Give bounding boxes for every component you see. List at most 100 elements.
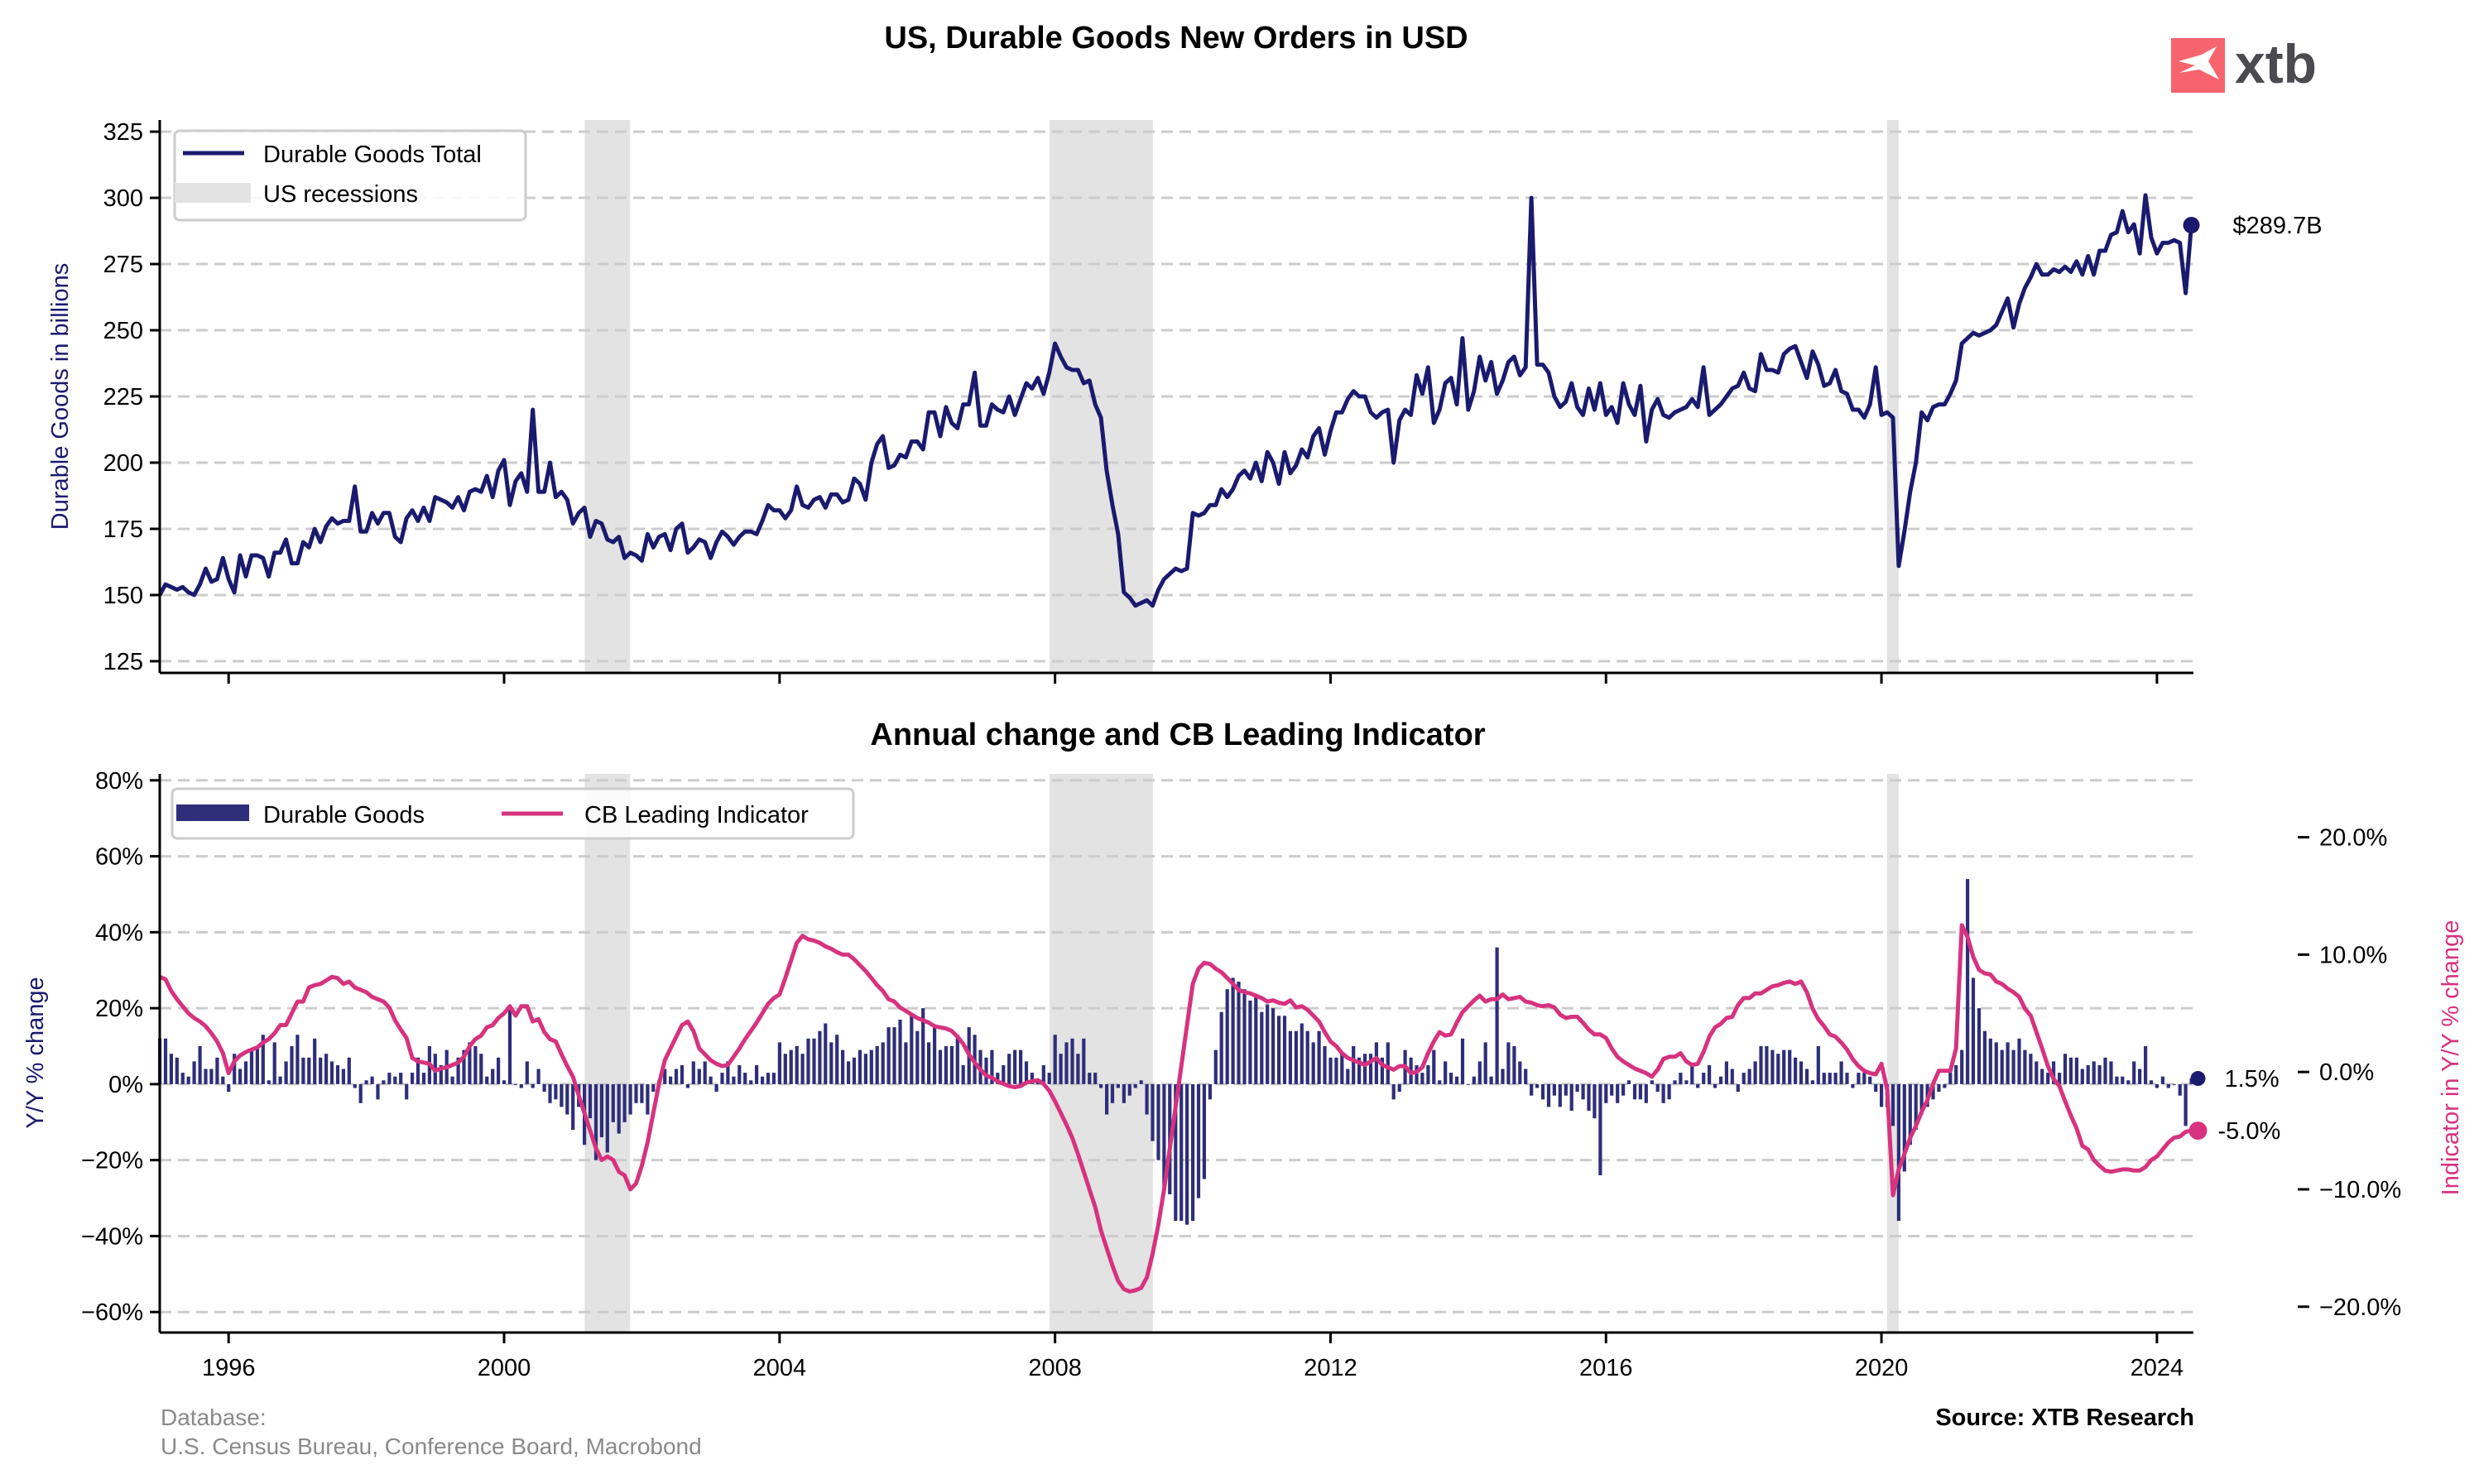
yoy-bar xyxy=(353,1083,357,1088)
yoy-bar xyxy=(1816,1046,1820,1084)
yoy-bar xyxy=(1782,1049,1786,1084)
yoy-bar xyxy=(1765,1046,1769,1084)
yoy-bar xyxy=(697,1069,701,1084)
yoy-bar xyxy=(1598,1083,1602,1175)
x-tick-label: 2020 xyxy=(1855,1355,1909,1381)
yoy-bar xyxy=(990,1049,994,1084)
yoy-bar xyxy=(1673,1080,1677,1084)
yoy-bar xyxy=(2155,1083,2159,1088)
yoy-bar xyxy=(1857,1073,1861,1084)
yoy-bar xyxy=(2126,1080,2131,1084)
yoy-bar xyxy=(2086,1065,2090,1084)
yoy-bar xyxy=(1512,1046,1516,1084)
yoy-bar xyxy=(1569,1083,1573,1111)
yoy-bar xyxy=(2092,1061,2096,1084)
yoy-bar xyxy=(2017,1038,2021,1084)
yoy-bar xyxy=(824,1023,828,1084)
yoy-bar xyxy=(1219,1011,1223,1084)
yoy-bar xyxy=(1449,1073,1453,1084)
yoy-bar xyxy=(421,1073,426,1084)
yoy-bar xyxy=(1994,1042,1998,1084)
lower-chart-title: Annual change and CB Leading Indicator xyxy=(870,718,1485,752)
yoy-bar xyxy=(709,1076,713,1084)
yoy-bar xyxy=(249,1049,254,1084)
right-y-tick-label: 10.0% xyxy=(2319,942,2387,968)
yoy-bar xyxy=(910,1016,914,1084)
yoy-bar xyxy=(1334,1057,1338,1084)
yoy-bar xyxy=(519,1083,523,1088)
yoy-bar xyxy=(1099,1083,1103,1088)
yoy-bar xyxy=(1564,1083,1568,1096)
yoy-bar xyxy=(2138,1069,2142,1084)
yoy-bar xyxy=(904,1042,908,1084)
yoy-bar xyxy=(1535,1083,1540,1088)
yoy-bar xyxy=(703,1061,707,1084)
yoy-bar xyxy=(1839,1061,1843,1084)
yoy-bar xyxy=(507,1008,512,1084)
yoy-bar xyxy=(1708,1065,1712,1084)
yoy-bar xyxy=(1047,1073,1051,1084)
yoy-bar xyxy=(669,1076,673,1084)
database-label: Database: xyxy=(161,1405,267,1430)
yoy-bar xyxy=(1661,1083,1665,1103)
yoy-bar xyxy=(180,1073,185,1084)
yoy-bar xyxy=(1174,1083,1178,1222)
yoy-bar xyxy=(2052,1061,2056,1084)
yoy-bar xyxy=(783,1054,787,1084)
yoy-bar xyxy=(2000,1049,2004,1084)
yoy-bar xyxy=(2184,1083,2188,1126)
yoy-bar xyxy=(651,1083,656,1093)
yoy-bar xyxy=(1438,1080,1442,1084)
yoy-bar xyxy=(2029,1054,2033,1084)
yoy-bar xyxy=(1191,1083,1195,1222)
yoy-bar xyxy=(1391,1083,1396,1100)
yoy-bar xyxy=(1524,1069,1528,1084)
yoy-bar xyxy=(1742,1073,1746,1084)
yoy-bar xyxy=(192,1061,196,1084)
yoy-bar xyxy=(1506,1042,1511,1084)
yoy-bar xyxy=(1862,1073,1866,1084)
yoy-bar xyxy=(1495,947,1499,1084)
legend-label-durable-goods-total: Durable Goods Total xyxy=(263,142,482,168)
yoy-bar xyxy=(622,1083,627,1122)
yoy-bar xyxy=(1914,1083,1918,1130)
yoy-bar xyxy=(278,1076,282,1084)
yoy-bar xyxy=(186,1076,190,1084)
yoy-bar xyxy=(743,1073,747,1084)
y-tick-label: 125 xyxy=(103,649,143,675)
source-label: Source: XTB Research xyxy=(1935,1405,2194,1431)
yoy-bar xyxy=(1357,1057,1362,1084)
x-tick-label: 2008 xyxy=(1028,1355,1082,1381)
yoy-bar xyxy=(198,1046,202,1084)
yoy-bar xyxy=(829,1042,834,1084)
yoy-bar xyxy=(611,1083,615,1122)
yoy-bar xyxy=(313,1038,317,1084)
recession-band xyxy=(1886,774,1899,1333)
yoy-bar xyxy=(1690,1065,1694,1084)
yoy-bar xyxy=(818,1030,822,1084)
durable-goods-total-end-marker xyxy=(2183,217,2200,234)
yoy-bar xyxy=(1753,1061,1757,1084)
x-tick-label: 2004 xyxy=(753,1355,807,1381)
yoy-bar xyxy=(2132,1061,2136,1084)
yoy-bar xyxy=(370,1076,374,1084)
yoy-bar xyxy=(674,1069,679,1084)
yoy-bar xyxy=(1179,1083,1184,1222)
yoy-bar xyxy=(2040,1069,2044,1084)
yoy-bar xyxy=(881,1042,885,1084)
durable-goods-total-end-label: $289.7B xyxy=(2233,213,2323,239)
yoy-bar xyxy=(1908,1083,1912,1145)
yoy-bar xyxy=(571,1083,575,1130)
yoy-bar xyxy=(2074,1057,2078,1084)
yoy-bar xyxy=(605,1083,609,1153)
yoy-bar xyxy=(462,1049,466,1084)
yoy-bar xyxy=(800,1054,805,1084)
yoy-bar xyxy=(209,1069,214,1084)
yoy-bar xyxy=(1655,1083,1660,1093)
yoy-bar xyxy=(238,1069,243,1084)
yoy-bar xyxy=(921,1008,925,1084)
yoy-bar xyxy=(749,1080,753,1084)
upper-axes: 125 150 175 200 225 250 275 300 325 xyxy=(103,119,2193,684)
yoy-bar xyxy=(479,1054,483,1084)
yoy-bar xyxy=(1041,1065,1045,1084)
